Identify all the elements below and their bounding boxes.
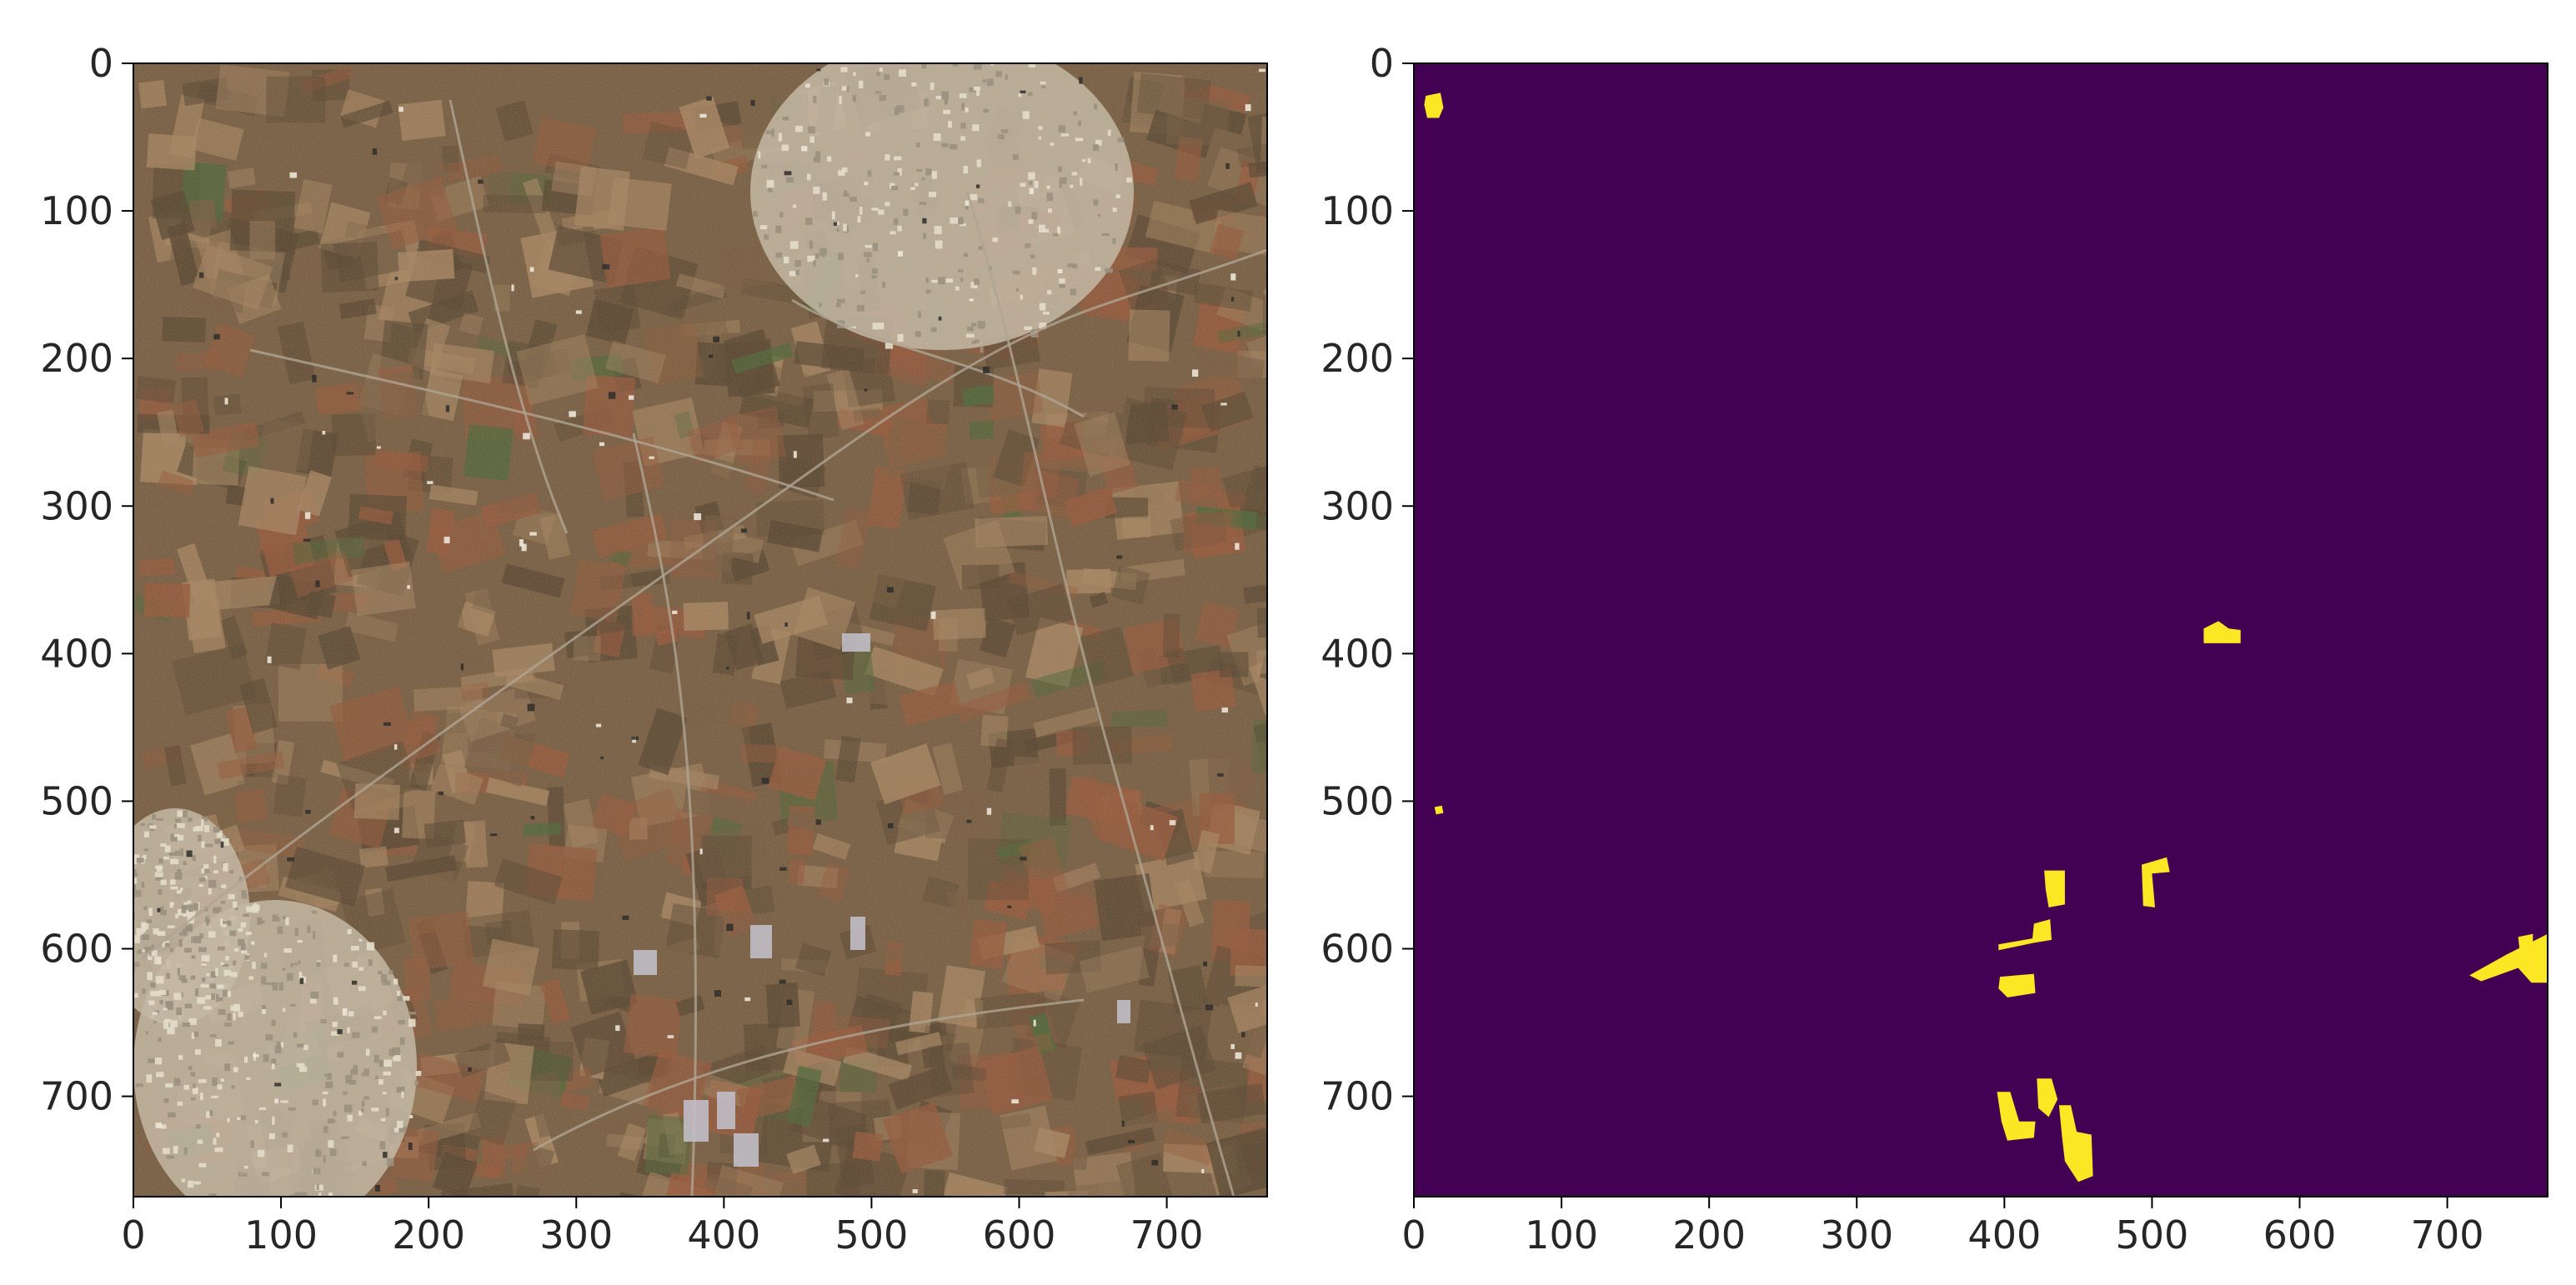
left-y-tick-label: 0 <box>89 41 113 86</box>
left-x-tick-label: 200 <box>392 1212 465 1258</box>
mask-region <box>2058 1105 2093 1182</box>
right-y-axis: 0 100 200 300 400 500 600 700 <box>1321 41 1414 1119</box>
left-x-axis: 0 100 200 300 400 500 600 700 <box>121 1197 1203 1258</box>
mask-image-panel: 0 100 200 300 400 500 600 700 0 100 200 300 400 500 6… <box>1321 41 2548 1258</box>
left-x-tick-label: 0 <box>121 1212 145 1258</box>
right-y-tick-label: 300 <box>1321 483 1394 528</box>
right-x-tick-label: 300 <box>1820 1212 1893 1258</box>
mask-region <box>2518 933 2533 951</box>
left-x-tick-label: 500 <box>835 1212 909 1258</box>
right-axes-frame <box>1413 62 2548 1198</box>
mask-region <box>1434 805 1444 815</box>
right-x-tick-label: 600 <box>2263 1212 2337 1258</box>
left-y-tick-label: 600 <box>40 927 113 972</box>
mask-region <box>2203 621 2241 643</box>
right-y-tick-label: 700 <box>1321 1074 1394 1119</box>
right-x-tick-label: 700 <box>2411 1212 2484 1258</box>
left-x-tick-label: 300 <box>539 1212 613 1258</box>
satellite-image <box>133 63 1267 1197</box>
right-y-tick-label: 0 <box>1370 41 1394 86</box>
right-x-tick-label: 500 <box>2116 1212 2189 1258</box>
right-y-tick-label: 100 <box>1321 188 1394 233</box>
satellite-image-panel: 0 100 200 300 400 500 600 700 0 100 200 300 400 500 6… <box>40 41 1268 1258</box>
left-y-axis: 0 100 200 300 400 500 600 700 <box>40 41 133 1119</box>
right-x-tick-label: 400 <box>1967 1212 2041 1258</box>
left-y-tick-label: 100 <box>40 188 113 233</box>
mask-region <box>1997 1092 2036 1141</box>
left-y-tick-label: 700 <box>40 1074 113 1119</box>
mask-region <box>2142 857 2170 908</box>
right-x-tick-label: 100 <box>1525 1212 1598 1258</box>
right-y-tick-label: 200 <box>1321 336 1394 381</box>
left-y-tick-label: 400 <box>40 631 113 676</box>
mask-region <box>1998 919 2052 951</box>
left-y-tick-label: 500 <box>40 778 113 823</box>
left-axes-frame <box>133 62 1268 1198</box>
right-y-tick-label: 500 <box>1321 778 1394 823</box>
left-x-tick-label: 400 <box>687 1212 760 1258</box>
left-x-tick-label: 600 <box>983 1212 1056 1258</box>
right-y-tick-label: 400 <box>1321 631 1394 676</box>
left-y-tick-label: 300 <box>40 483 113 528</box>
right-x-tick-label: 0 <box>1401 1212 1426 1258</box>
mask-region <box>2037 1078 2058 1118</box>
left-x-tick-label: 100 <box>244 1212 318 1258</box>
right-x-tick-label: 200 <box>1672 1212 1746 1258</box>
right-y-tick-label: 600 <box>1321 927 1394 972</box>
right-x-axis: 0 100 200 300 400 500 600 700 <box>1401 1197 2483 1258</box>
left-x-tick-label: 700 <box>1130 1212 1204 1258</box>
left-y-tick-label: 200 <box>40 336 113 381</box>
mask-region <box>1998 973 2036 998</box>
mask-image <box>1414 63 2548 1197</box>
mask-region <box>1424 92 1444 118</box>
mask-region <box>2044 870 2065 908</box>
